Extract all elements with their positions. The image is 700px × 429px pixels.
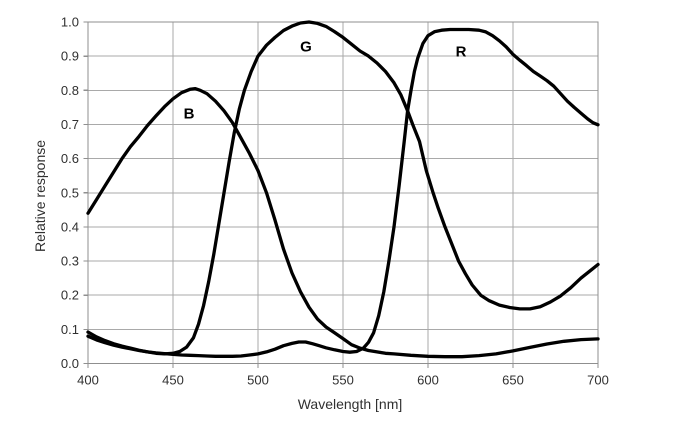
x-tick-label: 650 (502, 373, 524, 388)
y-tick-label: 0.2 (61, 288, 79, 303)
x-tick-label: 400 (77, 373, 99, 388)
y-tick-label: 0.6 (61, 151, 79, 166)
y-tick-label: 1.0 (61, 15, 79, 30)
x-tick-label: 600 (417, 373, 439, 388)
y-tick-label: 0.3 (61, 254, 79, 269)
y-tick-label: 0.8 (61, 83, 79, 98)
x-tick-label: 450 (162, 373, 184, 388)
x-tick-label: 500 (247, 373, 269, 388)
y-axis-title: Relative response (32, 139, 48, 253)
x-tick-label: 700 (587, 373, 609, 388)
curve-label-green: G (300, 38, 312, 56)
curve-label-red: R (455, 43, 467, 61)
y-tick-label: 0.4 (61, 219, 79, 234)
x-axis-title: Wavelength [nm] (297, 396, 403, 412)
y-tick-label: 0.1 (61, 322, 79, 337)
x-tick-label: 550 (332, 373, 354, 388)
y-tick-label: 0.5 (61, 185, 79, 200)
series-curve-g (86, 20, 600, 356)
series-curve-r (86, 27, 600, 358)
y-tick-label: 0.9 (61, 49, 79, 64)
curve-label-blue: B (183, 105, 195, 123)
series-curve-b (86, 86, 600, 359)
y-tick-label: 0.7 (61, 117, 79, 132)
y-tick-label: 0.0 (61, 356, 79, 371)
